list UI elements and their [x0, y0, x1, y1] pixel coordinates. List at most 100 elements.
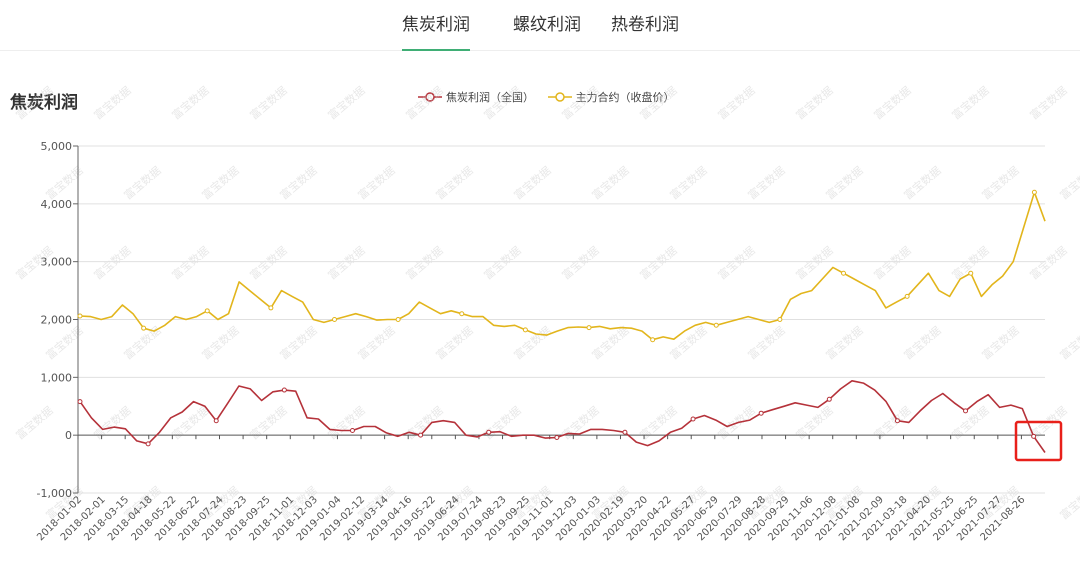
watermark-text: 富宝数据	[91, 243, 134, 282]
data-point[interactable]	[332, 317, 338, 322]
watermark-text: 富宝数据	[433, 163, 476, 202]
data-point[interactable]	[963, 408, 969, 414]
data-point[interactable]	[777, 317, 783, 322]
y-tick-label: 3,000	[41, 256, 73, 269]
y-tick-label: 0	[65, 429, 72, 442]
series-line-main-contract	[79, 191, 1046, 341]
data-point[interactable]	[690, 416, 696, 422]
watermark-text: 富宝数据	[979, 163, 1022, 202]
watermark-text: 富宝数据	[793, 243, 836, 282]
data-point[interactable]	[841, 270, 847, 276]
legend-line-coke-icon	[418, 92, 442, 102]
watermark-text: 富宝数据	[355, 323, 398, 362]
watermark-text: 富宝数据	[13, 403, 56, 442]
data-point[interactable]	[894, 418, 900, 424]
watermark-text: 富宝数据	[823, 323, 866, 362]
data-point[interactable]	[204, 308, 210, 314]
watermark-text: 富宝数据	[91, 83, 134, 122]
watermark-text: 富宝数据	[949, 243, 992, 282]
watermark-text: 富宝数据	[1057, 163, 1080, 202]
watermark-text: 富宝数据	[511, 323, 554, 362]
data-point[interactable]	[826, 396, 832, 402]
watermark-text: 富宝数据	[13, 83, 56, 122]
y-tick-label: 4,000	[41, 198, 73, 211]
chart-legend: 焦炭利润（全国） 主力合约（收盘价）	[418, 89, 685, 106]
watermark-text: 富宝数据	[823, 163, 866, 202]
watermark-text: 富宝数据	[247, 83, 290, 122]
watermark-text: 富宝数据	[589, 163, 632, 202]
data-point[interactable]	[268, 305, 274, 311]
data-point[interactable]	[904, 293, 910, 299]
watermark-text: 富宝数据	[745, 163, 788, 202]
watermark-text: 富宝数据	[793, 83, 836, 122]
legend-item-main-contract[interactable]: 主力合约（收盘价）	[547, 89, 675, 105]
series-line-coke-profit	[79, 380, 1046, 453]
watermark-text: 富宝数据	[247, 403, 290, 442]
data-point[interactable]	[145, 441, 151, 447]
data-point[interactable]	[77, 399, 83, 405]
data-point[interactable]	[650, 337, 656, 343]
tab-bar: 焦炭利润 螺纹利润 热卷利润	[0, 0, 1080, 51]
legend-item-coke-profit[interactable]: 焦炭利润（全国）	[418, 89, 534, 105]
data-point[interactable]	[213, 418, 219, 424]
data-point[interactable]	[418, 432, 424, 438]
watermark-text: 富宝数据	[637, 243, 680, 282]
data-point[interactable]	[77, 313, 83, 319]
watermark-text: 富宝数据	[403, 403, 446, 442]
data-point[interactable]	[1031, 433, 1037, 439]
data-point[interactable]	[459, 311, 465, 317]
data-point[interactable]	[586, 325, 592, 331]
data-point[interactable]	[141, 325, 147, 331]
watermark-text: 富宝数据	[637, 403, 680, 442]
watermark-text: 富宝数据	[901, 323, 944, 362]
y-tick-label: -1,000	[37, 487, 72, 500]
legend-label-coke-profit: 焦炭利润（全国）	[446, 91, 534, 104]
watermark-text: 富宝数据	[559, 243, 602, 282]
watermark-text: 富宝数据	[559, 403, 602, 442]
series-layer	[77, 189, 1046, 453]
data-point[interactable]	[554, 434, 560, 440]
data-point[interactable]	[622, 429, 628, 435]
y-tick-label: 2,000	[41, 314, 73, 327]
legend-line-contract-icon	[547, 92, 572, 102]
watermark-text: 富宝数据	[169, 403, 212, 442]
y-tick-label: 1,000	[41, 371, 73, 384]
data-point[interactable]	[486, 429, 492, 435]
data-point[interactable]	[1031, 189, 1037, 195]
watermark-text: 富宝数据	[355, 163, 398, 202]
watermark-text: 富宝数据	[871, 83, 914, 122]
chart-grid	[78, 145, 1045, 494]
tab-rebar-profit[interactable]: 螺纹利润	[513, 15, 581, 35]
watermark-text: 富宝数据	[481, 83, 524, 122]
watermark-text: 富宝数据	[667, 163, 710, 202]
data-point[interactable]	[349, 428, 355, 434]
tab-hot-coil-profit[interactable]: 热卷利润	[611, 15, 679, 35]
watermark-text: 富宝数据	[169, 243, 212, 282]
watermark-text: 富宝数据	[43, 323, 86, 362]
data-point[interactable]	[968, 270, 974, 276]
watermark-text: 富宝数据	[325, 243, 368, 282]
watermark-text: 富宝数据	[43, 163, 86, 202]
watermark-text: 富宝数据	[901, 163, 944, 202]
data-point[interactable]	[281, 387, 287, 393]
data-point[interactable]	[758, 410, 764, 416]
watermark-layer: 富宝数据 富宝数据 富宝数据 富宝数据 富宝数据 富宝数据 富宝数据 富宝数据 富宝数据 富宝数据…	[13, 83, 1080, 522]
data-point[interactable]	[395, 317, 401, 322]
watermark-text: 富宝数据	[745, 323, 788, 362]
watermark-text: 富宝数据	[1057, 483, 1080, 522]
watermark-text: 富宝数据	[1027, 83, 1070, 122]
watermark-text: 富宝数据	[121, 163, 164, 202]
data-point[interactable]	[522, 327, 528, 333]
highlight-box	[1014, 420, 1063, 462]
watermark-text: 富宝数据	[403, 83, 446, 122]
watermark-text: 富宝数据	[1027, 243, 1070, 282]
legend-label-main-contract: 主力合约（收盘价）	[575, 91, 675, 104]
watermark-text: 富宝数据	[247, 243, 290, 282]
watermark-text: 富宝数据	[949, 83, 992, 122]
watermark-text: 富宝数据	[1057, 323, 1080, 362]
watermark-text: 富宝数据	[277, 323, 320, 362]
watermark-text: 富宝数据	[793, 403, 836, 442]
tab-coke-profit[interactable]: 焦炭利润	[402, 12, 470, 51]
data-point[interactable]	[713, 322, 719, 328]
y-tick-label: 5,000	[41, 140, 73, 153]
